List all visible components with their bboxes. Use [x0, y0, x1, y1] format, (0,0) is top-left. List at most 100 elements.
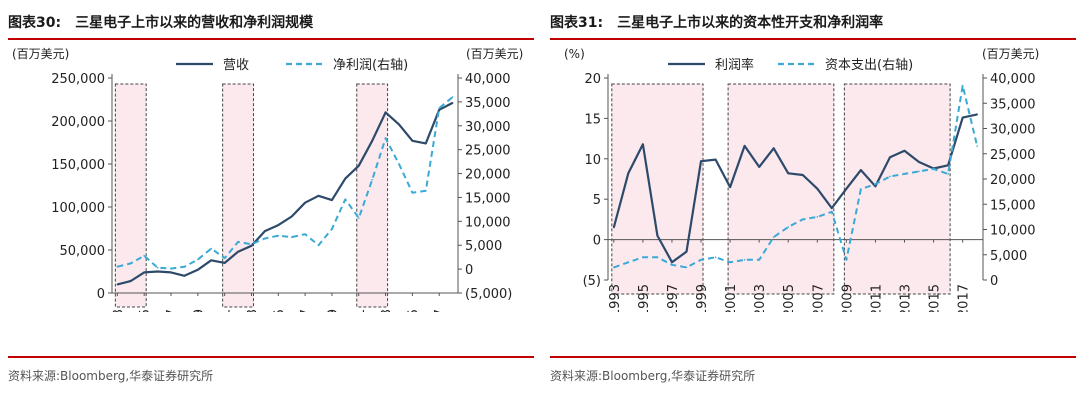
series-point	[700, 160, 702, 163]
x-tick-label: 1997	[666, 284, 681, 312]
right-tick-label: 20,000	[465, 168, 511, 183]
series-point	[331, 228, 333, 230]
series-line-primary	[117, 101, 454, 286]
right-tick-label: 25,000	[465, 144, 511, 159]
top-divider	[8, 38, 534, 40]
series-point	[714, 158, 717, 161]
series-point	[451, 102, 454, 104]
series-point	[976, 113, 978, 116]
series-point	[860, 169, 862, 171]
series-point	[874, 185, 877, 188]
x-tick-label: 2009	[840, 284, 855, 312]
series-point	[143, 254, 145, 257]
series-point	[384, 111, 387, 114]
right-tick-label: 15,000	[465, 191, 511, 206]
left-tick-label: 10	[584, 153, 601, 168]
series-point	[656, 234, 659, 237]
series-point	[613, 226, 615, 229]
series-point	[772, 236, 775, 238]
chart-title: 图表30: 三星电子上市以来的营收和净利润规模	[8, 12, 313, 32]
left-tick-label: 0	[97, 287, 105, 302]
shaded-period	[222, 83, 254, 308]
right-tick-label: 30,000	[465, 120, 511, 135]
x-tick-label: 2013	[899, 284, 914, 312]
series-point	[903, 149, 906, 152]
series-point	[210, 259, 213, 262]
series-point	[264, 230, 266, 232]
series-point	[156, 270, 159, 273]
series-point	[787, 172, 790, 175]
series-point	[210, 247, 213, 250]
x-tick-label: 1995	[138, 309, 153, 312]
series-point	[290, 236, 293, 238]
chart-title-number: 图表30:	[8, 15, 62, 31]
series-point	[961, 116, 964, 119]
revenue-profit-chart: 0 50,000 100,000 150,000 200,000 250,000 (5,00…	[12, 47, 523, 312]
right-axis-unit: (百万美元)	[466, 47, 523, 61]
x-tick-label: 2005	[782, 284, 797, 312]
series-point	[801, 174, 804, 176]
series-point	[845, 259, 848, 261]
x-tick-label: 2011	[353, 309, 368, 312]
series-point	[223, 257, 226, 259]
series-point	[197, 268, 199, 271]
top-divider	[550, 38, 1076, 40]
series-point	[237, 250, 239, 253]
shaded-period	[611, 83, 704, 295]
series-point	[170, 267, 172, 270]
x-tick-label: 2017	[433, 309, 448, 312]
x-tick-label: 2003	[753, 284, 768, 312]
x-tick-label: 2005	[272, 309, 287, 312]
series-point	[671, 261, 673, 264]
legend-label: 营收	[223, 58, 249, 73]
x-tick-label: 2015	[406, 309, 421, 312]
right-tick-label: 25,000	[990, 148, 1036, 163]
series-point	[398, 123, 400, 126]
series-point	[116, 283, 119, 286]
series-point	[237, 241, 239, 243]
series-point	[197, 258, 199, 261]
x-tick-label: 1993	[608, 284, 623, 312]
series-point	[344, 198, 347, 201]
series-point	[729, 186, 731, 188]
series-point	[264, 237, 266, 240]
series-line-secondary	[613, 84, 979, 269]
series-point	[743, 145, 746, 147]
left-axis-unit: (%)	[564, 47, 585, 61]
x-tick-label: 2013	[380, 309, 395, 312]
series-point	[743, 259, 746, 261]
series-point	[129, 280, 132, 282]
right-axis-unit: (百万美元)	[982, 47, 1039, 61]
right-tick-label: 40,000	[465, 72, 511, 87]
series-point	[290, 215, 293, 218]
series-point	[357, 217, 360, 219]
series-point	[183, 265, 186, 268]
left-axis-unit: (百万美元)	[12, 47, 69, 61]
series-point	[700, 259, 702, 261]
left-chart-panel: 图表30: 三星电子上市以来的营收和净利润规模 0 50,000 100,000 150…	[8, 0, 534, 401]
series-point	[304, 233, 306, 236]
left-tick-label: 15	[584, 112, 601, 127]
left-tick-label: 0	[593, 234, 601, 249]
series-point	[277, 224, 280, 226]
series-point	[845, 187, 848, 190]
series-point	[961, 84, 964, 87]
series-point	[627, 172, 630, 175]
x-tick-label: 2009	[326, 309, 341, 312]
series-point	[304, 201, 306, 204]
series-line-primary	[612, 113, 978, 264]
series-point	[425, 142, 427, 145]
series-point	[143, 271, 145, 274]
chart-title: 图表31: 三星电子上市以来的资本性开支和净利润率	[550, 12, 883, 32]
right-tick-label: 30,000	[990, 123, 1036, 138]
right-tick-label: 0	[990, 274, 998, 289]
series-point	[831, 211, 833, 213]
series-point	[129, 262, 132, 265]
series-point	[425, 189, 427, 192]
left-tick-label: 100,000	[51, 201, 105, 216]
series-point	[438, 109, 441, 111]
x-tick-label: 2003	[245, 309, 260, 312]
legend-label: 利润率	[715, 57, 754, 73]
series-point	[787, 226, 790, 228]
series-point	[889, 156, 891, 158]
